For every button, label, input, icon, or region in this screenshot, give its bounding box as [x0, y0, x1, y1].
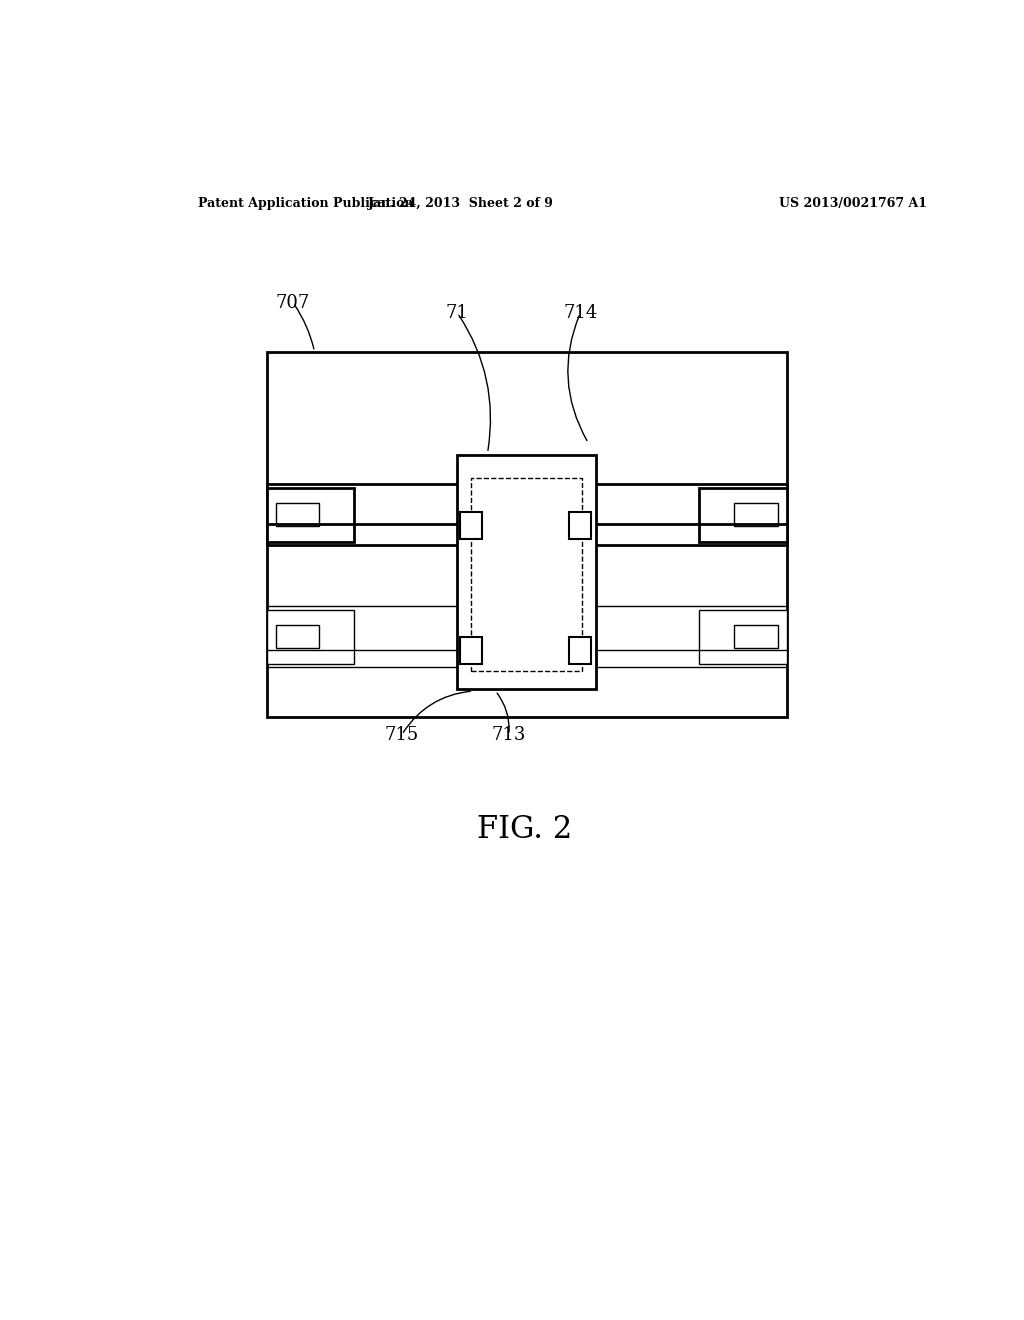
Text: Patent Application Publication: Patent Application Publication [198, 197, 414, 210]
Bar [267, 351, 786, 718]
Bar [734, 624, 778, 648]
Bar [460, 512, 482, 539]
Text: US 2013/0021767 A1: US 2013/0021767 A1 [778, 197, 927, 210]
Bar [267, 487, 354, 541]
Bar [460, 638, 482, 664]
Bar [275, 503, 319, 527]
Text: 713: 713 [492, 726, 526, 743]
Text: Jan. 24, 2013  Sheet 2 of 9: Jan. 24, 2013 Sheet 2 of 9 [369, 197, 554, 210]
Text: 715: 715 [385, 726, 419, 743]
Bar [471, 478, 582, 671]
Bar [699, 610, 786, 664]
Bar [458, 455, 596, 689]
Text: 71: 71 [445, 304, 469, 322]
Bar [569, 638, 592, 664]
Bar [734, 503, 778, 527]
Text: FIG. 2: FIG. 2 [477, 813, 572, 845]
Bar [699, 487, 786, 541]
Text: 709: 709 [714, 511, 749, 528]
Bar [267, 610, 354, 664]
Text: 714: 714 [563, 304, 597, 322]
Bar [569, 512, 592, 539]
Text: 707: 707 [275, 294, 310, 312]
Bar [275, 624, 319, 648]
